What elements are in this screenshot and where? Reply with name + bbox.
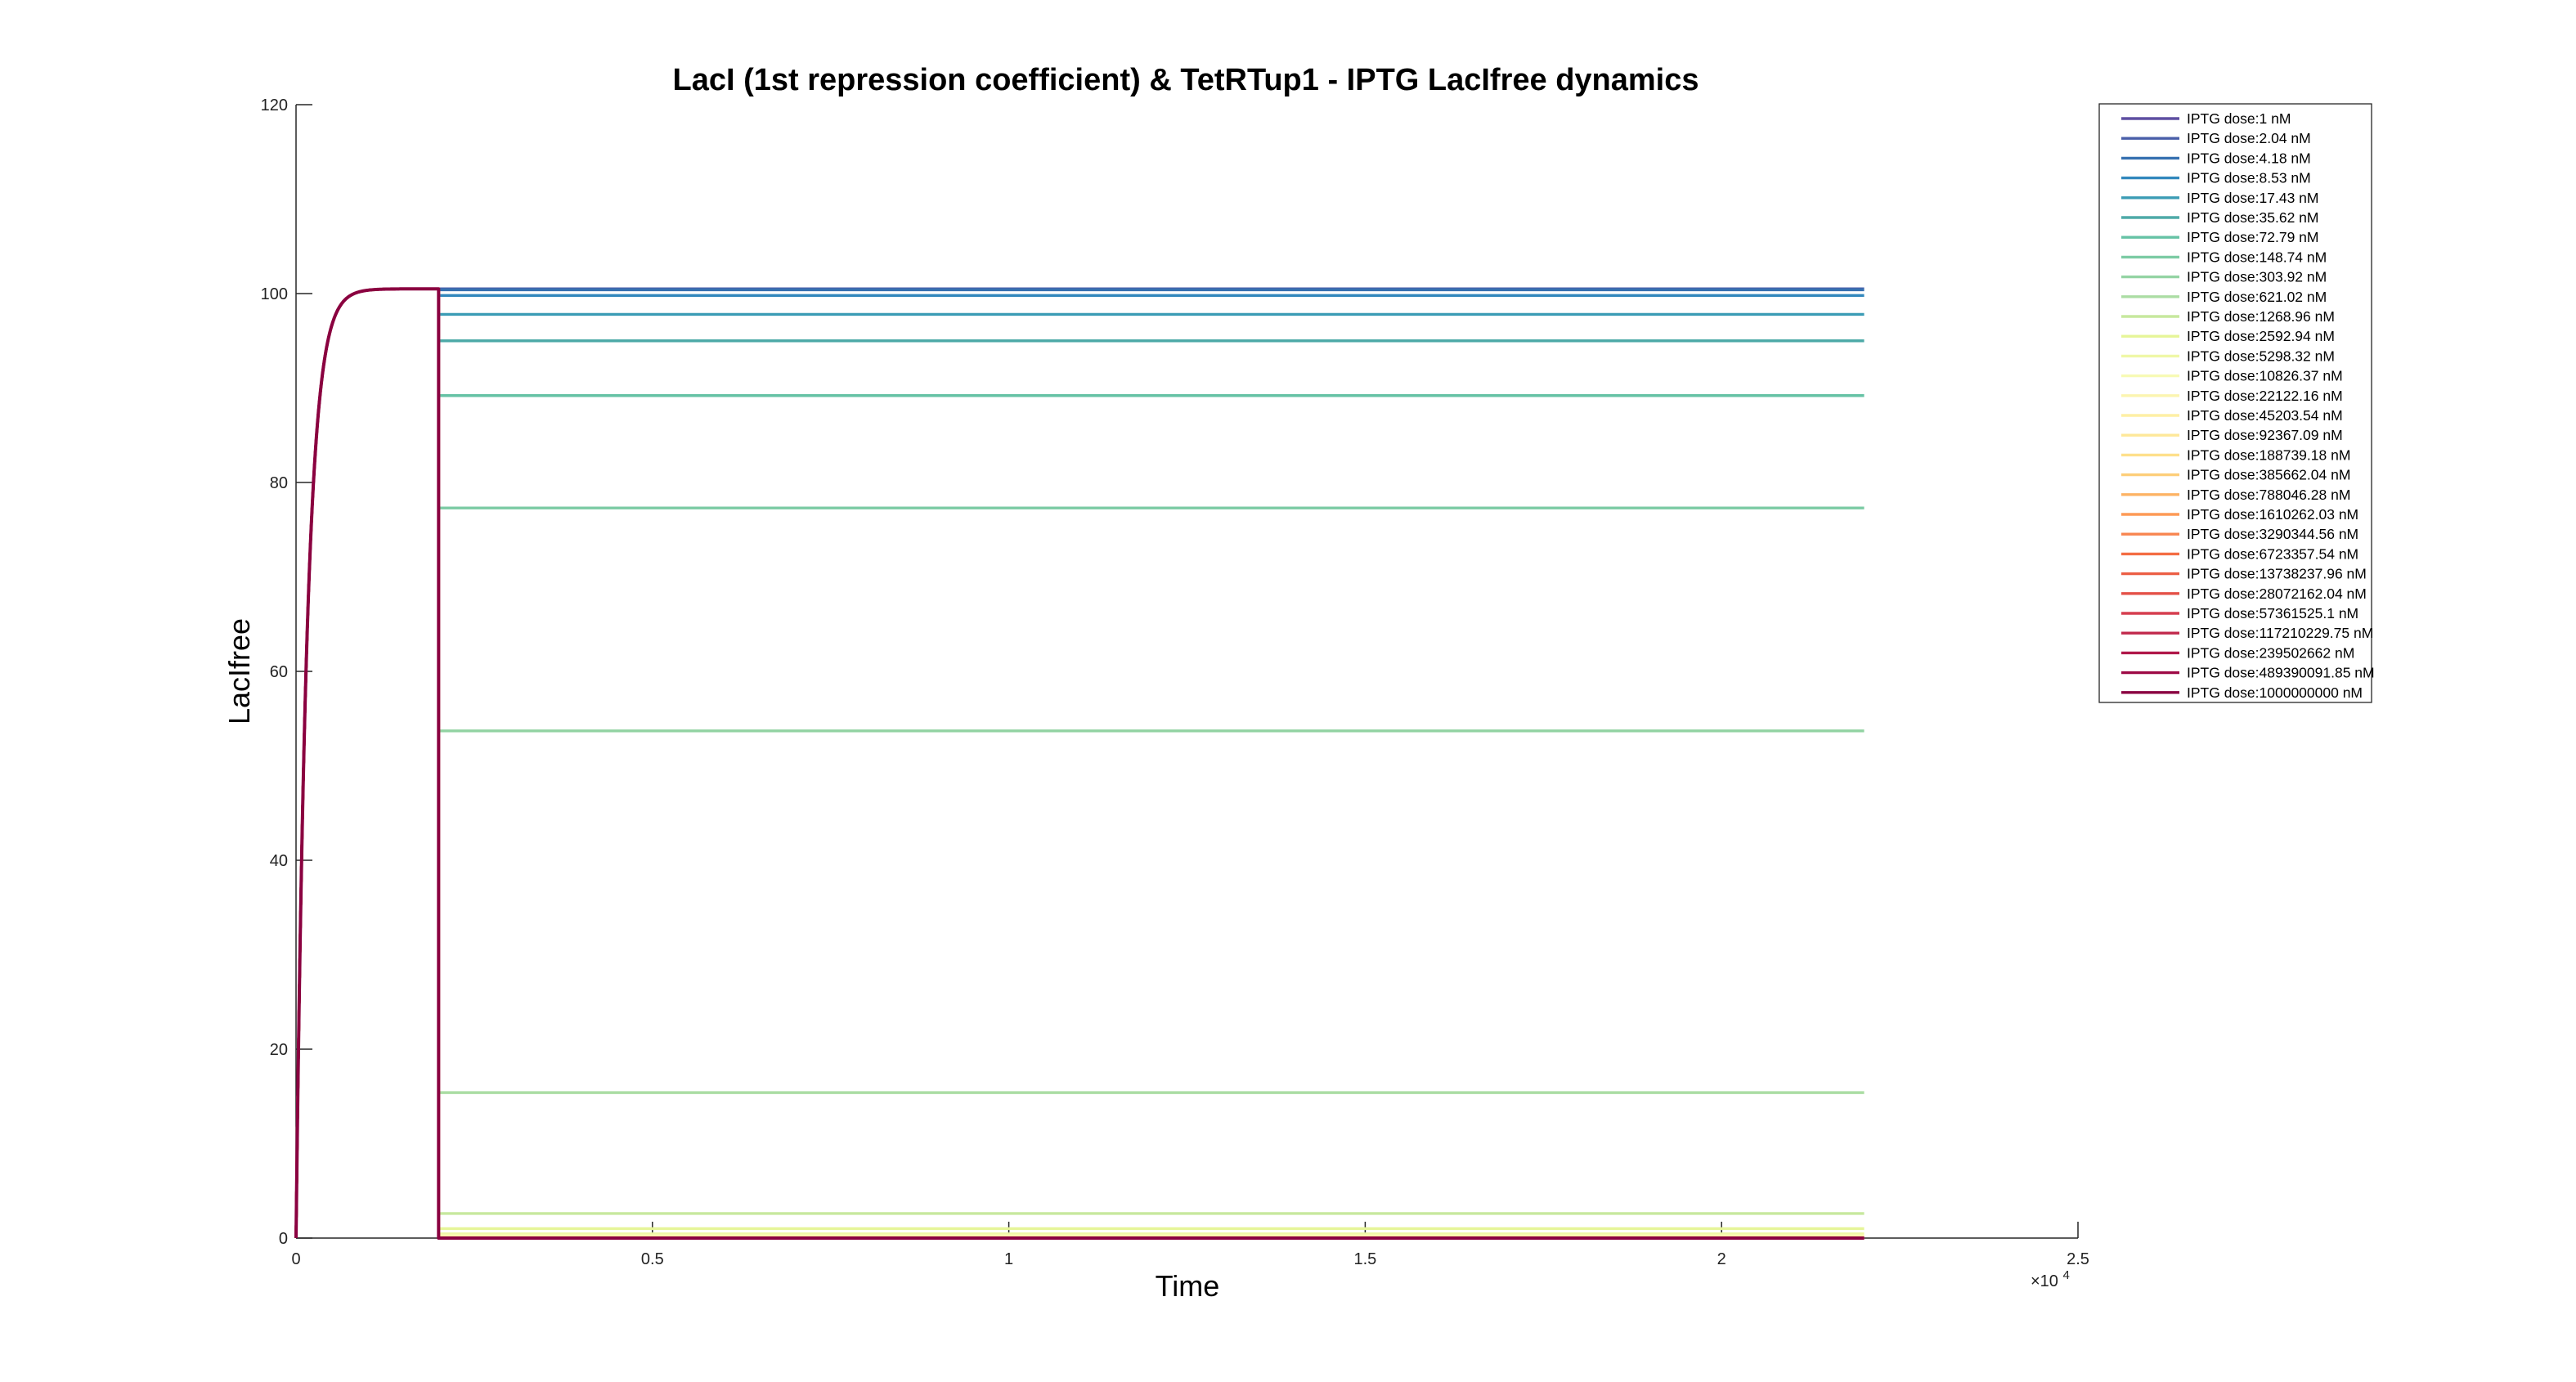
series-line bbox=[294, 287, 1865, 1240]
x-ticks: 0 0.5 1 1.5 2 2.5 bbox=[291, 1222, 2089, 1268]
legend-entry: IPTG dose:6723357.54 nM bbox=[2187, 545, 2358, 562]
series-line bbox=[294, 287, 1865, 1239]
y-tick-label: 20 bbox=[270, 1041, 288, 1059]
legend-entry: IPTG dose:239502662 nM bbox=[2187, 644, 2354, 661]
x-tick-label: 1 bbox=[1004, 1250, 1013, 1268]
legend-entry: IPTG dose:17.43 nM bbox=[2187, 190, 2318, 206]
legend-entry: IPTG dose:4.18 nM bbox=[2187, 150, 2311, 166]
series-line bbox=[294, 287, 1865, 1240]
series-line bbox=[294, 287, 1865, 1240]
x-tick-label: 1.5 bbox=[1353, 1250, 1376, 1268]
x-exponent-power: 4 bbox=[2063, 1268, 2070, 1282]
legend-entry: IPTG dose:72.79 nM bbox=[2187, 229, 2318, 245]
series-line bbox=[294, 287, 1865, 1240]
series-line bbox=[294, 287, 1865, 1240]
series-line bbox=[294, 287, 1865, 1239]
y-tick-label: 100 bbox=[261, 285, 288, 303]
chart-title: LacI (1st repression coefficient) & TetR… bbox=[672, 63, 1699, 97]
y-tick-label: 120 bbox=[261, 96, 288, 114]
legend-entry: IPTG dose:489390091.85 nM bbox=[2187, 665, 2375, 681]
legend-entry: IPTG dose:22122.16 nM bbox=[2187, 388, 2343, 404]
x-exponent-label: ×10 4 bbox=[2031, 1268, 2070, 1290]
y-axis-label: LacIfree bbox=[222, 618, 256, 725]
x-tick-label: 0.5 bbox=[641, 1250, 664, 1268]
legend-entry: IPTG dose:3290344.56 nM bbox=[2187, 526, 2358, 542]
legend-entry: IPTG dose:621.02 nM bbox=[2187, 289, 2327, 305]
y-tick-label: 0 bbox=[279, 1230, 288, 1248]
series-line bbox=[294, 287, 1865, 1239]
y-tick-label: 60 bbox=[270, 663, 288, 681]
series-line bbox=[294, 287, 1865, 1240]
series-line bbox=[294, 287, 1865, 1239]
series-line bbox=[294, 287, 1865, 1239]
legend-entry: IPTG dose:1000000000 nM bbox=[2187, 684, 2363, 701]
legend-entry: IPTG dose:385662.04 nM bbox=[2187, 467, 2350, 483]
series-line bbox=[294, 287, 1865, 1239]
legend-entry: IPTG dose:45203.54 nM bbox=[2187, 407, 2343, 424]
series-line bbox=[294, 287, 1865, 1239]
x-tick-label: 2.5 bbox=[2067, 1250, 2089, 1268]
x-exponent-base: ×10 bbox=[2031, 1272, 2058, 1290]
legend-entry: IPTG dose:303.92 nM bbox=[2187, 269, 2327, 285]
legend: IPTG dose:1 nM IPTG dose:2.04 nM IPTG dose… bbox=[2098, 103, 2375, 703]
x-tick-label: 2 bbox=[1717, 1250, 1726, 1268]
legend-entry: IPTG dose:28072162.04 nM bbox=[2187, 586, 2367, 602]
x-tick-label: 0 bbox=[291, 1250, 300, 1268]
series-line bbox=[294, 287, 1865, 1240]
series-line bbox=[294, 287, 1865, 1239]
series-layer bbox=[294, 287, 1865, 1240]
legend-entry: IPTG dose:57361525.1 nM bbox=[2187, 605, 2358, 621]
legend-entry: IPTG dose:92367.09 nM bbox=[2187, 427, 2343, 443]
legend-entry: IPTG dose:188739.18 nM bbox=[2187, 446, 2350, 463]
series-line bbox=[294, 287, 1865, 1240]
legend-entry: IPTG dose:8.53 nM bbox=[2187, 170, 2311, 186]
series-line bbox=[294, 287, 1865, 1239]
legend-entry: IPTG dose:148.74 nM bbox=[2187, 249, 2327, 265]
legend-items: IPTG dose:1 nM IPTG dose:2.04 nM IPTG dose… bbox=[2121, 110, 2375, 701]
series-line bbox=[294, 287, 1865, 1240]
legend-entry: IPTG dose:10826.37 nM bbox=[2187, 368, 2343, 384]
series-line bbox=[294, 287, 1865, 1239]
legend-entry: IPTG dose:13738237.96 nM bbox=[2187, 566, 2367, 582]
series-line bbox=[294, 287, 1865, 1239]
series-line bbox=[294, 287, 1865, 1239]
plot-area: 0 20 40 60 80 100 120 0 0.5 1 1.5 2 2.5 bbox=[261, 96, 2089, 1268]
series-line bbox=[294, 287, 1865, 1240]
x-axis-label: Time bbox=[1156, 1269, 1220, 1303]
legend-entry: IPTG dose:1268.96 nM bbox=[2187, 308, 2335, 325]
legend-entry: IPTG dose:35.62 nM bbox=[2187, 209, 2318, 226]
y-tick-label: 80 bbox=[270, 474, 288, 492]
series-line bbox=[294, 287, 1865, 1240]
series-line bbox=[294, 287, 1865, 1240]
series-line bbox=[294, 287, 1865, 1239]
legend-entry: IPTG dose:788046.28 nM bbox=[2187, 487, 2350, 503]
series-line bbox=[294, 287, 1865, 1239]
legend-box bbox=[2098, 103, 2372, 703]
y-tick-label: 40 bbox=[270, 852, 288, 870]
legend-entry: IPTG dose:117210229.75 nM bbox=[2187, 625, 2373, 641]
series-line bbox=[294, 287, 1865, 1239]
legend-entry: IPTG dose:2.04 nM bbox=[2187, 130, 2311, 146]
legend-entry: IPTG dose:1610262.03 nM bbox=[2187, 506, 2358, 523]
series-line bbox=[294, 287, 1865, 1240]
legend-entry: IPTG dose:1 nM bbox=[2187, 110, 2291, 127]
legend-entry: IPTG dose:2592.94 nM bbox=[2187, 328, 2335, 344]
legend-entry: IPTG dose:5298.32 nM bbox=[2187, 348, 2335, 364]
series-line bbox=[294, 287, 1865, 1240]
y-ticks: 0 20 40 60 80 100 120 bbox=[261, 96, 312, 1248]
series-line bbox=[294, 287, 1865, 1239]
